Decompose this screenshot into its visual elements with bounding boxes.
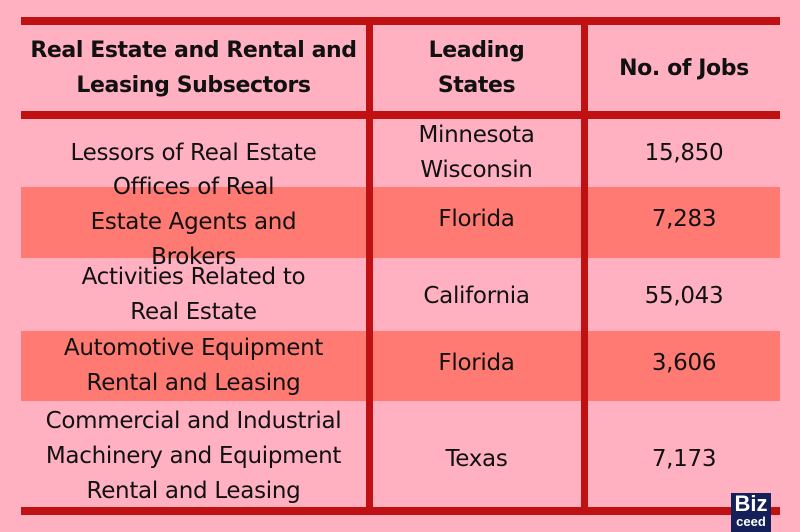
jobs-cell: 7,173 (651, 445, 717, 472)
row-band-2 (21, 187, 780, 258)
jobs-cell: 3,606 (651, 349, 717, 376)
states-cell: Florida (438, 205, 515, 232)
table-bottom-rule (21, 507, 780, 515)
logo-line1: Biz (734, 491, 768, 516)
header-subsectors: Real Estate and Rental and Leasing Subse… (30, 38, 357, 98)
subsector-cell: Commercial and Industrial Machinery and … (45, 408, 342, 504)
row-band-4 (21, 331, 780, 401)
subsector-cell: Automotive Equipment Rental and Leasing (63, 335, 324, 396)
header-jobs: No. of Jobs (619, 55, 749, 81)
jobs-cell: 55,043 (644, 282, 724, 309)
jobs-cell: 7,283 (651, 205, 717, 232)
states-cell: California (423, 282, 530, 309)
table-top-rule (21, 17, 780, 25)
states-cell: Minnesota Wisconsin (418, 122, 535, 183)
subsector-cell: Offices of Real Estate Agents and Broker… (90, 174, 297, 270)
states-cell: Florida (438, 349, 515, 376)
logo-line2: ceed (736, 514, 766, 529)
subsector-cell: Activities Related to Real Estate (81, 263, 306, 325)
states-cell: Texas (445, 445, 508, 472)
header-bottom-rule (21, 111, 780, 119)
header-leading-states: Leading States (428, 38, 525, 98)
column-divider-1 (366, 21, 373, 511)
bizceed-logo: Biz ceed (731, 493, 771, 532)
column-divider-2 (581, 21, 588, 511)
subsector-cell: Lessors of Real Estate (70, 139, 317, 166)
jobs-cell: 15,850 (644, 139, 724, 166)
